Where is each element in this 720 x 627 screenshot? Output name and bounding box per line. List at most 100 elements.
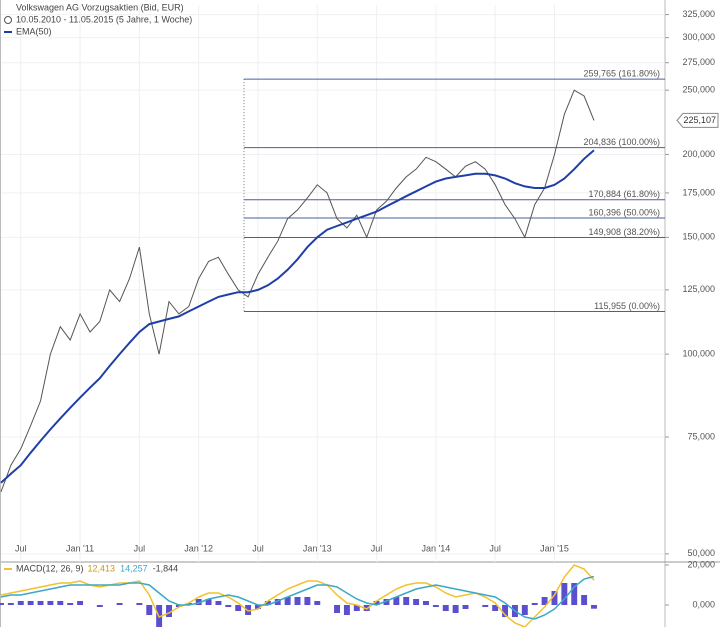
- histogram-bar: [175, 605, 182, 607]
- x-tick-label: Jan '12: [184, 543, 213, 553]
- price-tag: [676, 112, 719, 128]
- histogram-bar: [37, 601, 44, 605]
- histogram-bar: [67, 603, 74, 605]
- y-tick-label: 300,000: [682, 32, 715, 42]
- y-tick-label: 250,000: [682, 85, 715, 95]
- histogram-bar: [334, 605, 340, 613]
- histogram-bar: [205, 599, 212, 605]
- y-tick-label: 100,000: [682, 349, 715, 359]
- histogram-bar: [452, 605, 459, 613]
- clock-icon: [4, 16, 12, 24]
- histogram-bar: [116, 603, 123, 605]
- y-tick-label: 200,000: [682, 149, 715, 159]
- histogram-bar: [373, 601, 380, 605]
- x-tick-label: Jul: [134, 543, 146, 553]
- x-tick-label: Jan '15: [540, 543, 569, 553]
- fib-label: 160,396 (50.00%): [588, 207, 660, 217]
- histogram-bar: [294, 597, 301, 605]
- histogram-bar: [255, 605, 261, 609]
- x-tick-label: Jan '11: [66, 543, 94, 553]
- histogram-bar: [581, 595, 588, 605]
- histogram-bar: [225, 605, 232, 607]
- histogram-bar: [0, 603, 4, 605]
- fib-label: 170,884 (61.80%): [588, 189, 660, 199]
- histogram-bar: [591, 605, 597, 609]
- histogram-bar: [7, 603, 14, 605]
- chart-title: Volkswagen AG Vorzugsaktien (Bid, EUR): [16, 2, 184, 12]
- series-line: [0, 149, 595, 484]
- y-tick-label: 0,000: [692, 599, 715, 609]
- x-tick-label: Jan '13: [303, 543, 332, 553]
- histogram-bar: [482, 605, 489, 607]
- header: Volkswagen AG Vorzugsaktien (Bid, EUR) 1…: [4, 2, 192, 573]
- histogram-bar: [432, 605, 439, 607]
- y-tick-label: 175,000: [682, 187, 715, 197]
- price-tag-label: 225,107: [683, 115, 716, 125]
- series-line: [0, 89, 595, 492]
- x-tick-label: Jul: [489, 543, 501, 553]
- histogram-bar: [314, 601, 321, 605]
- histogram-bar: [235, 605, 242, 611]
- histogram-bar: [403, 597, 410, 605]
- x-tick-label: Jul: [371, 543, 383, 553]
- histogram-bar: [343, 605, 350, 615]
- histogram-bar: [462, 605, 469, 609]
- y-tick-label: 125,000: [682, 284, 715, 294]
- histogram-bar: [274, 599, 281, 605]
- histogram-bar: [215, 601, 222, 605]
- y-tick-label: 150,000: [682, 232, 715, 242]
- histogram-bar: [442, 605, 449, 611]
- legend-entry: MACD(12, 26, 9): [16, 563, 84, 573]
- histogram-bar: [551, 591, 558, 605]
- series-line: [0, 575, 595, 620]
- histogram-bar: [561, 583, 568, 605]
- fib-label: 149,908 (38.20%): [588, 227, 660, 237]
- chart-subtitle: 10.05.2010 - 11.05.2015 (5 Jahre, 1 Woch…: [16, 14, 192, 24]
- x-tick-label: Jul: [252, 543, 264, 553]
- histogram-bar: [531, 603, 538, 605]
- histogram-bar: [17, 601, 24, 605]
- histogram-bar: [284, 597, 291, 605]
- y-tick-label: 20,000: [687, 559, 715, 569]
- histogram-bar: [57, 601, 64, 605]
- histogram-bar: [363, 605, 370, 611]
- histogram-bar: [27, 601, 34, 605]
- y-tick-label: 75,000: [687, 431, 715, 441]
- histogram-bar: [195, 599, 202, 605]
- fib-label: 115,955 (0.00%): [594, 301, 660, 311]
- histogram-bar: [383, 599, 390, 605]
- histogram-bar: [185, 603, 192, 605]
- histogram-bar: [47, 601, 54, 605]
- histogram-bar: [77, 601, 84, 605]
- histogram-bar: [146, 605, 153, 615]
- histogram-bar: [423, 601, 429, 605]
- legend-value: 14,257: [120, 563, 148, 573]
- y-tick-label: 50,000: [687, 548, 715, 558]
- histogram-bar: [166, 605, 172, 617]
- y-tick-label: 325,000: [682, 9, 715, 19]
- legend-entry: EMA(50): [16, 26, 52, 36]
- y-tick-label: 275,000: [682, 57, 715, 67]
- histogram-bar: [502, 605, 509, 617]
- x-tick-label: Jan '14: [421, 543, 450, 553]
- histogram-bar: [541, 597, 548, 605]
- legend-value: -1,844: [153, 563, 179, 573]
- histogram-bar: [304, 597, 311, 605]
- histogram-bar: [245, 605, 252, 615]
- plot-layer: 325,000 300,000 275,000 250,000 200,000 175,0…: [0, 5, 719, 627]
- histogram-bar: [353, 605, 360, 611]
- histogram-bar: [413, 599, 420, 605]
- fib-label: 204,836 (100.00%): [583, 137, 660, 147]
- histogram-bar: [571, 583, 578, 605]
- histogram-bar: [521, 605, 528, 615]
- histogram-bar: [96, 605, 103, 607]
- legend-value: 12,413: [88, 563, 116, 573]
- fib-label: 259,765 (161.80%): [583, 69, 660, 79]
- x-tick-label: Jul: [15, 543, 27, 553]
- histogram-bar: [492, 605, 499, 611]
- histogram-bar: [136, 603, 143, 605]
- series-line: [0, 564, 595, 627]
- histogram-bar: [264, 601, 271, 605]
